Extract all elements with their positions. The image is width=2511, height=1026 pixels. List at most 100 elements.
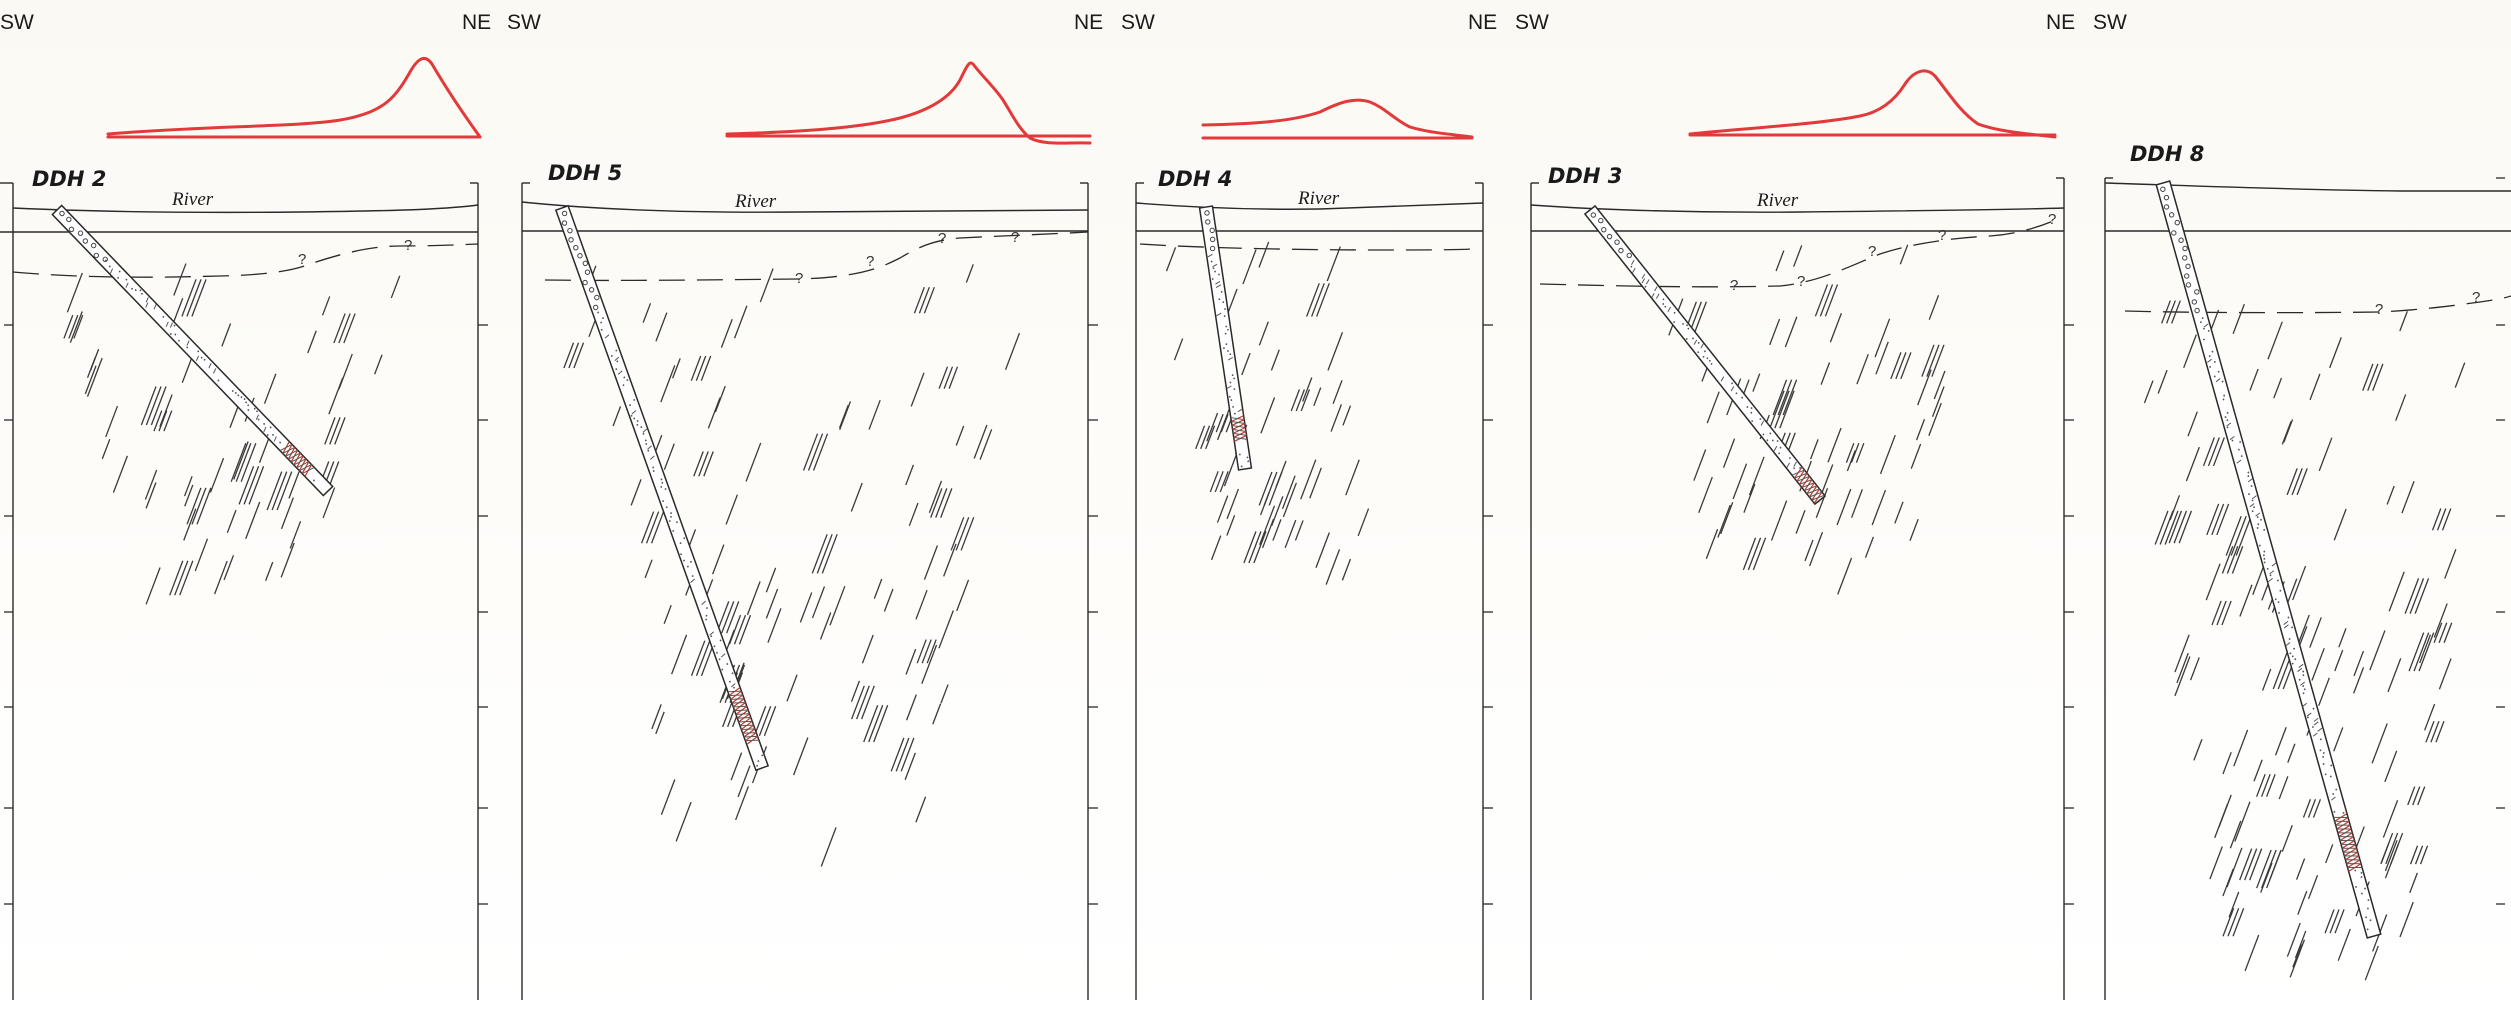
gravel-symbol	[1204, 210, 1210, 216]
fracture-line	[2433, 603, 2448, 638]
rock-speck	[1702, 355, 1705, 358]
fracture-line	[690, 355, 702, 381]
fracture-line	[663, 443, 675, 470]
rock-hatch	[2226, 422, 2232, 427]
rock-hatch	[145, 297, 149, 303]
fracture-line	[655, 312, 668, 342]
fracture-line	[819, 612, 832, 640]
rock-speck	[660, 478, 663, 481]
mineralized-interval	[1791, 466, 1825, 504]
fracture-line	[905, 464, 915, 486]
fracture-line	[883, 588, 894, 612]
fracture-line	[2202, 437, 2215, 467]
fracture-line	[2228, 891, 2240, 918]
fracture-line	[1915, 419, 1926, 441]
rock-speck	[1220, 290, 1223, 293]
rock-speck	[173, 324, 176, 327]
fracture-line	[1258, 471, 1273, 506]
fracture-line	[2413, 632, 2430, 672]
fracture-line	[2412, 786, 2421, 806]
gravel-symbol	[2182, 245, 2188, 252]
rock-hatch	[2285, 642, 2291, 647]
fracture-line	[2222, 751, 2232, 775]
gravel-symbol	[93, 252, 100, 259]
fracture-line	[1804, 539, 1814, 562]
fracture-line	[2292, 565, 2307, 601]
fracture-line	[1226, 488, 1240, 520]
rock-speck	[2226, 426, 2229, 429]
rock-speck	[2354, 869, 2357, 872]
fracture-line	[2407, 786, 2416, 806]
rock-speck	[1232, 405, 1234, 408]
fracture-line	[2211, 600, 2222, 626]
fracture-line	[856, 685, 870, 720]
fracture-line	[1732, 463, 1748, 500]
rock-speck	[1214, 270, 1216, 273]
rock-speck	[256, 410, 258, 413]
rock-speck	[2322, 755, 2325, 758]
fracture-line	[69, 311, 83, 343]
rock-speck	[636, 420, 639, 422]
fracture-line	[2425, 720, 2435, 743]
rock-speck	[1697, 351, 1700, 354]
fracture-line	[2225, 515, 2242, 556]
rock-hatch	[1667, 306, 1671, 313]
fracture-line	[2387, 658, 2402, 693]
rock-speck	[2213, 375, 2216, 378]
rock-speck	[1227, 328, 1229, 331]
rock-speck	[691, 575, 694, 577]
fracture-line	[640, 511, 655, 544]
fracture-line	[63, 314, 74, 339]
rock-hatch	[1227, 356, 1234, 361]
fracture-line	[720, 318, 733, 348]
fracture-line	[1809, 531, 1824, 567]
svg-text:?: ?	[2472, 289, 2480, 306]
rock-speck	[756, 764, 759, 767]
rock-speck	[2322, 763, 2325, 765]
fracture-line	[226, 509, 237, 534]
svg-text:?: ?	[2375, 301, 2383, 318]
rock-hatch	[213, 368, 217, 374]
fracture-line	[334, 417, 346, 445]
rock-speck	[1673, 321, 1676, 323]
fracture-line	[2164, 510, 2179, 545]
rock-speck	[719, 639, 722, 642]
rock-speck	[237, 394, 240, 397]
fracture-line	[163, 410, 173, 432]
rock-speck	[680, 553, 682, 556]
rock-speck	[2291, 662, 2294, 665]
fracture-line	[948, 366, 959, 389]
fracture-line	[150, 386, 167, 426]
fracture-line	[573, 342, 585, 369]
rock-speck	[2332, 793, 2335, 795]
fracture-line	[390, 275, 401, 299]
rock-speck	[169, 333, 172, 335]
rock-speck	[665, 506, 668, 509]
fracture-line	[1722, 438, 1736, 468]
fracture-line	[1900, 352, 1912, 380]
fracture-line	[915, 589, 928, 620]
fracture-line	[324, 417, 336, 445]
fracture-line	[1815, 488, 1829, 518]
fracture-line	[179, 560, 194, 596]
fracture-line	[2307, 799, 2317, 818]
rock-speck	[174, 333, 177, 336]
rock-speck	[1708, 359, 1711, 362]
fracture-line	[926, 639, 937, 664]
gravel-symbol	[2168, 212, 2175, 218]
fracture-line	[1219, 471, 1229, 493]
fracture-line	[728, 614, 742, 645]
fracture-line	[2234, 801, 2251, 842]
rock-speck	[1750, 407, 1753, 410]
fracture-line	[2312, 799, 2322, 818]
rock-speck	[178, 339, 180, 342]
rock-speck	[706, 607, 708, 609]
rock-speck	[2291, 626, 2293, 629]
fracture-line	[1209, 471, 1219, 493]
fracture-line	[1890, 352, 1902, 380]
fracture-line	[1309, 467, 1322, 499]
rock-speck	[2330, 764, 2333, 767]
fracture-line	[2249, 368, 2259, 391]
rock-speck	[2200, 321, 2202, 324]
fracture-line	[642, 303, 652, 323]
